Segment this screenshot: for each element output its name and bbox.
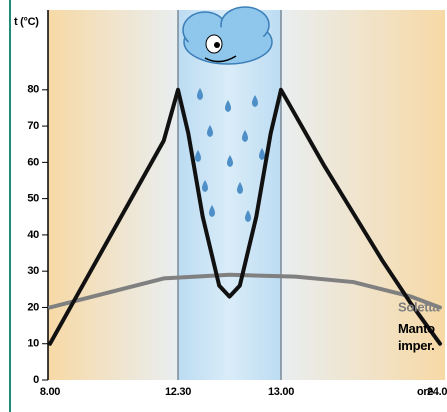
- y-axis-label: t (°C): [14, 16, 39, 28]
- y-tick-label: 70: [27, 120, 39, 132]
- y-tick-label: 80: [27, 84, 39, 96]
- y-tick-label: 40: [27, 229, 39, 241]
- background: [48, 10, 178, 380]
- background: [281, 10, 445, 380]
- y-tick-label: 50: [27, 193, 39, 205]
- x-tick-label: 12.30: [165, 386, 191, 398]
- line: [48, 87, 442, 346]
- series-label: Soletta: [398, 299, 440, 314]
- background: [178, 10, 281, 380]
- line: [48, 272, 442, 310]
- x-tick-label: 13.00: [268, 386, 294, 398]
- y-tick-label: 20: [27, 301, 39, 313]
- y-tick-label: 60: [27, 156, 39, 168]
- y-tick-label: 30: [27, 265, 39, 277]
- x-tick-label: 8.00: [40, 386, 60, 398]
- raindrops: [195, 88, 265, 222]
- cloud: [182, 6, 273, 65]
- y-tick-label: 0: [33, 374, 39, 386]
- x-axis-label: ore: [417, 386, 433, 398]
- y-tick-label: 10: [27, 338, 39, 350]
- x-tick-label: 24.00: [427, 386, 447, 398]
- series-label: Manto imper.: [398, 321, 435, 353]
